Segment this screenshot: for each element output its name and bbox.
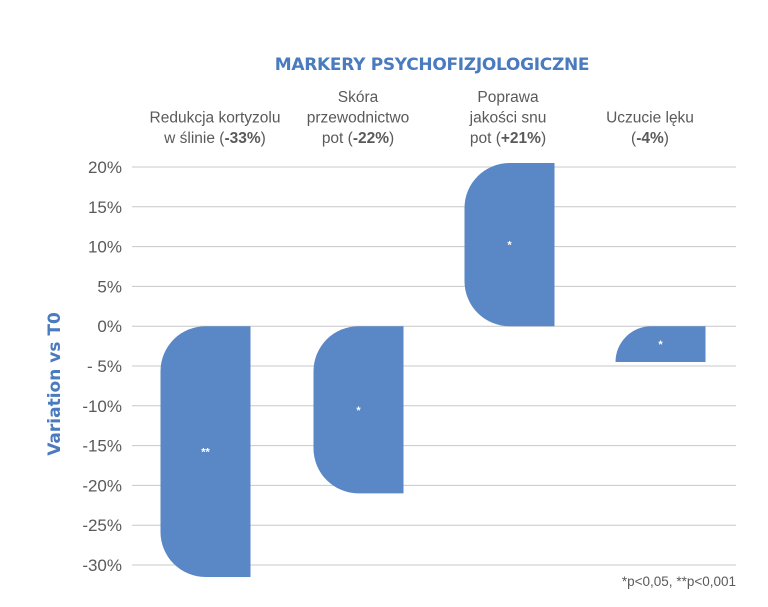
- y-axis-label: Variation vs T0: [45, 312, 65, 456]
- category-label: Redukcja kortyzolu: [150, 110, 281, 127]
- y-tick-label: -15%: [82, 437, 122, 456]
- significance-label: *: [507, 240, 512, 252]
- category-label: przewodnictwo: [307, 110, 410, 127]
- y-tick-label: -20%: [82, 476, 122, 495]
- y-axis-ticks: 20% 15% 10% 5% 0% - 5% -10% -15% -20% -25% -30%: [82, 158, 122, 575]
- category-label: Skóra: [338, 89, 379, 106]
- significance-label: *: [658, 339, 663, 351]
- y-tick-label: -25%: [82, 516, 122, 535]
- bars: *****: [160, 163, 706, 577]
- category-label: pot (+21%): [470, 130, 546, 147]
- category-label: Uczucie lęku: [606, 110, 694, 127]
- category-labels: Redukcja kortyzolu w ślinie (-33%) Skóra pr…: [150, 89, 694, 147]
- bar: [160, 326, 251, 577]
- category-label: pot (-22%): [322, 130, 394, 147]
- bar: [615, 326, 706, 363]
- y-tick-label: 15%: [88, 198, 122, 217]
- y-tick-label: -30%: [82, 556, 122, 575]
- y-tick-label: 20%: [88, 158, 122, 177]
- y-tick-label: - 5%: [87, 357, 122, 376]
- category-label: (-4%): [631, 130, 669, 147]
- category-label: jakości snu: [469, 110, 547, 127]
- y-tick-label: 10%: [88, 238, 122, 257]
- y-tick-label: 0%: [97, 317, 122, 336]
- bar: [313, 326, 404, 494]
- significance-label: **: [201, 447, 210, 459]
- category-label: w ślinie (-33%): [163, 130, 266, 147]
- footnote: *p<0,05, **p<0,001: [622, 574, 736, 589]
- y-tick-label: 5%: [97, 277, 122, 296]
- chart-title: MARKERY PSYCHOFIZJOLOGICZNE: [275, 55, 589, 75]
- y-tick-label: -10%: [82, 397, 122, 416]
- bar: [464, 163, 555, 327]
- category-label: Poprawa: [477, 89, 539, 106]
- significance-label: *: [356, 405, 361, 417]
